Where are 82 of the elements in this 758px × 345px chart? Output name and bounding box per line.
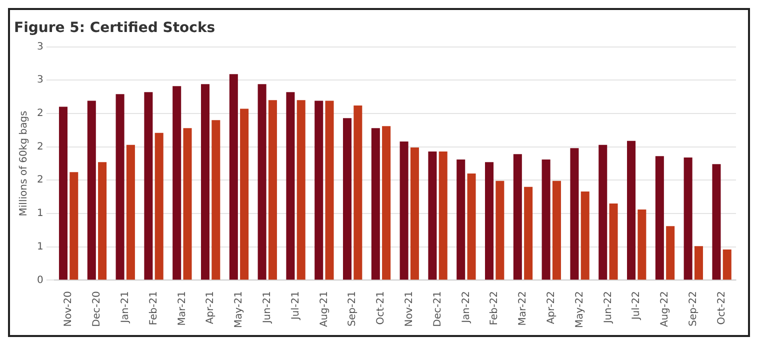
bar (126, 144, 135, 280)
bar (325, 100, 334, 280)
bar (666, 226, 675, 280)
x-tick-label: Aug-22 (660, 291, 671, 328)
x-tick-label: Jan-21 (120, 291, 131, 324)
bar (428, 151, 437, 280)
bar (496, 180, 504, 280)
bar (580, 191, 590, 280)
x-tick-label: Feb-22 (489, 291, 500, 326)
x-tick-label: Apr-21 (205, 291, 216, 324)
x-tick-label: Jul-22 (631, 291, 642, 321)
bar (722, 250, 732, 280)
y-tick-label: 2 (36, 108, 44, 120)
chart-title: Figure 5: Certified Stocks (14, 20, 216, 36)
x-tick-label: Feb-21 (148, 291, 160, 326)
x-tick-label: Apr-22 (546, 291, 557, 324)
x-tick-label: Sep-22 (688, 291, 699, 326)
bar (598, 144, 608, 280)
x-tick-label: Jun-22 (602, 291, 614, 324)
bar (570, 148, 579, 280)
bar (296, 100, 306, 280)
bar (638, 209, 646, 280)
x-tick-label: Mar-21 (176, 291, 188, 326)
bar (58, 106, 68, 280)
bar (268, 100, 277, 280)
x-tick-label: Jun-21 (262, 291, 273, 324)
bar (694, 246, 703, 280)
bar (627, 140, 636, 280)
bar (609, 203, 618, 280)
bar (684, 157, 692, 280)
bar (212, 120, 220, 280)
bar (200, 84, 210, 280)
x-tick-label: May-21 (234, 291, 245, 328)
bar (438, 151, 448, 280)
bar (485, 162, 494, 280)
x-tick-label: Jan-22 (460, 291, 472, 324)
x-tick-label: Oct-21 (376, 291, 387, 325)
x-tick-label: Mar-22 (518, 291, 529, 326)
y-tick-label: 3 (36, 41, 44, 52)
y-tick-label: 0 (36, 274, 44, 286)
bar (382, 126, 391, 280)
x-tick-label: Dec-20 (92, 291, 103, 327)
bar (286, 92, 295, 280)
bar (467, 173, 476, 280)
x-tick-label: Sep-21 (347, 291, 358, 326)
bar (513, 154, 522, 280)
bar (342, 118, 352, 280)
bar (98, 162, 107, 280)
bar (410, 147, 419, 280)
bar (240, 108, 249, 280)
x-tick-label: Jul-21 (290, 291, 302, 321)
x-tick-label: Aug-21 (318, 291, 330, 328)
bar (116, 94, 124, 280)
bar (172, 86, 182, 280)
x-tick-label: Oct-22 (716, 291, 728, 325)
y-tick-label: 2 (36, 141, 44, 152)
bar (456, 159, 466, 280)
bar (524, 186, 533, 280)
y-tick-label: 1 (36, 241, 44, 252)
bar (70, 172, 78, 280)
bar (314, 100, 324, 280)
bar (154, 132, 164, 280)
y-axis-title: Millions of 60kg bags (18, 110, 30, 216)
bar (183, 128, 192, 280)
bar (258, 84, 266, 280)
x-tick-label: May-22 (574, 291, 586, 328)
bar (87, 100, 96, 280)
y-tick-label: 2 (36, 174, 44, 186)
bar (552, 180, 561, 280)
x-tick-label: Dec-21 (432, 291, 444, 327)
x-tick-label: Nov-20 (63, 291, 74, 327)
bar (712, 164, 721, 280)
bar (542, 159, 550, 280)
bar (229, 74, 238, 280)
bar (354, 105, 362, 280)
y-tick-label: 1 (36, 208, 44, 220)
x-tick-label: Nov-21 (404, 291, 415, 327)
bar (144, 92, 153, 280)
bar (655, 156, 664, 280)
bar (371, 128, 380, 280)
y-tick-label: 3 (36, 74, 44, 86)
bar (400, 141, 408, 280)
